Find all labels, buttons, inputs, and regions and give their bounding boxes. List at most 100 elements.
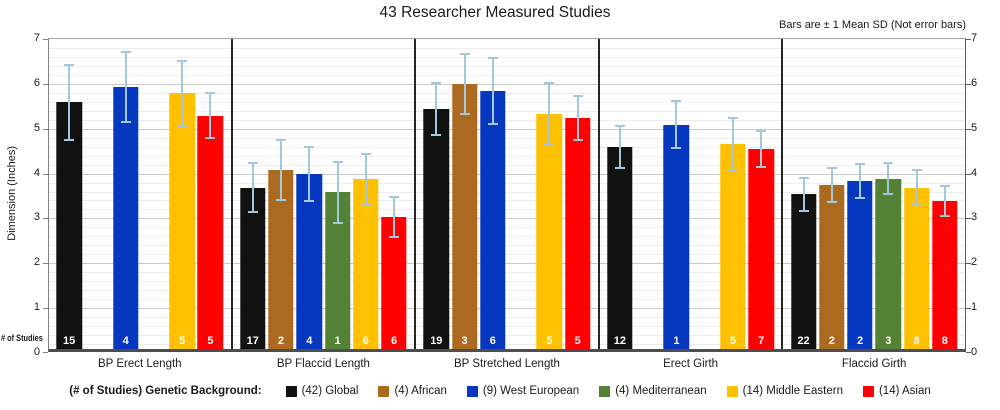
study-count-label: 17 — [246, 335, 259, 347]
category-group: 17 2 4 1 6 6 — [230, 39, 415, 349]
error-bar — [251, 162, 254, 213]
bar: 4 — [112, 86, 139, 349]
error-bar — [491, 58, 494, 124]
study-count-label: 7 — [758, 335, 765, 347]
legend-item-label: (4) African — [394, 385, 447, 397]
gridline — [49, 272, 965, 274]
gridline — [49, 191, 965, 193]
sd-note: Bars are ± 1 Mean SD (Not error bars) — [779, 19, 966, 31]
legend-item: (9) West European — [466, 385, 579, 397]
category-label: Erect Girth — [663, 358, 719, 370]
bar-slot: 19 — [422, 39, 450, 349]
error-bar-cap — [798, 209, 809, 212]
bar: 1 — [663, 124, 690, 349]
bar: 12 — [607, 147, 633, 349]
study-count-label: 2 — [856, 335, 864, 347]
study-count-label: 22 — [797, 335, 810, 347]
error-bar-cap — [487, 122, 498, 125]
bar: 22 — [790, 194, 817, 349]
y-tick-label: 4 — [971, 166, 978, 179]
gridline — [49, 155, 965, 157]
error-bar-cap — [487, 57, 498, 60]
axis-tick-mark — [43, 308, 48, 310]
legend-item: (4) Mediterranean — [599, 385, 707, 397]
bar-slot: 6 — [479, 39, 507, 349]
error-bar-cap — [756, 166, 767, 169]
legend-item-label: (14) Asian — [878, 385, 931, 397]
gridline — [49, 281, 965, 283]
bar: 6 — [480, 91, 506, 349]
bar-slot: 17 — [239, 39, 267, 349]
study-count-label: 15 — [63, 335, 76, 347]
bar-slot: 6 — [380, 39, 408, 349]
error-bar-cap — [572, 139, 583, 142]
gridline — [49, 110, 965, 112]
gridline — [49, 128, 965, 130]
error-bar-cap — [798, 176, 809, 179]
bar: 6 — [381, 216, 407, 349]
y-tick-label: 1 — [971, 301, 978, 314]
study-count-label: 6 — [489, 335, 496, 347]
study-count-label: 12 — [613, 335, 627, 347]
bar-slot — [83, 39, 111, 349]
y-tick-label: 1 — [33, 301, 40, 314]
error-bar-cap — [544, 82, 555, 84]
category-label: BP Stretched Length — [454, 358, 560, 370]
category-label: Flaccid Girth — [841, 358, 907, 370]
error-bar-cap — [177, 60, 188, 63]
gridline — [49, 119, 965, 121]
gridline — [49, 101, 965, 103]
legend-item-label: (42) Global — [301, 385, 359, 397]
gridline — [49, 227, 965, 229]
bar-slot: 1 — [323, 39, 351, 349]
error-bar-cap — [205, 92, 216, 95]
error-bar-cap — [360, 204, 371, 207]
bar: 19 — [423, 109, 450, 349]
error-bar-cap — [247, 161, 258, 164]
y-tick-label: 0 — [33, 346, 40, 358]
gridline — [49, 146, 965, 148]
error-bar-cap — [275, 138, 286, 141]
bar: 2 — [847, 180, 873, 349]
study-count-label: 5 — [546, 335, 553, 347]
error-bar-cap — [939, 214, 950, 217]
category-label: BP Flaccid Length — [276, 358, 370, 370]
error-bar — [859, 163, 862, 198]
error-bar — [887, 162, 890, 195]
error-bar-cap — [304, 199, 315, 202]
error-bar-cap — [120, 50, 131, 53]
error-bar — [364, 153, 367, 206]
gridline — [49, 299, 965, 301]
study-count-label: 3 — [461, 335, 468, 347]
error-bar — [576, 95, 579, 141]
bar-slot: 7 — [747, 39, 775, 349]
error-bar-cap — [64, 138, 75, 141]
error-bar-cap — [671, 100, 682, 103]
error-bar-cap — [389, 195, 400, 198]
legend-swatch — [378, 385, 390, 397]
bar: 5 — [197, 115, 224, 349]
error-bar-cap — [544, 143, 555, 146]
gridline — [49, 83, 965, 85]
error-bar — [618, 126, 621, 169]
legend-item: (4) African — [378, 385, 447, 397]
legend-swatch — [726, 385, 738, 397]
study-count-label: 6 — [362, 335, 369, 347]
gridline — [49, 254, 965, 256]
error-bar-cap — [64, 64, 75, 67]
error-bar-cap — [727, 117, 738, 120]
category-labels: BP Erect Length BP Flaccid Length BP Stret… — [48, 358, 966, 370]
error-bar-cap — [614, 125, 625, 128]
study-count-label: 1 — [673, 335, 680, 347]
study-count-label: 19 — [430, 335, 443, 347]
error-bar-cap — [275, 198, 286, 201]
y-tick-label: 2 — [971, 256, 978, 269]
gridline — [49, 236, 965, 238]
gridline — [49, 308, 965, 310]
bar-slot: 2 — [818, 39, 846, 349]
bar-slot: 2 — [267, 39, 295, 349]
plot-area: 15 4 5 5 17 2 4 1 6 6 19 3 6 5 5 12 1 5 7 22 2 2 3 8 8 — [43, 38, 971, 353]
error-bar — [731, 118, 734, 170]
bar: 4 — [296, 174, 322, 349]
study-count-label: 4 — [122, 335, 129, 347]
